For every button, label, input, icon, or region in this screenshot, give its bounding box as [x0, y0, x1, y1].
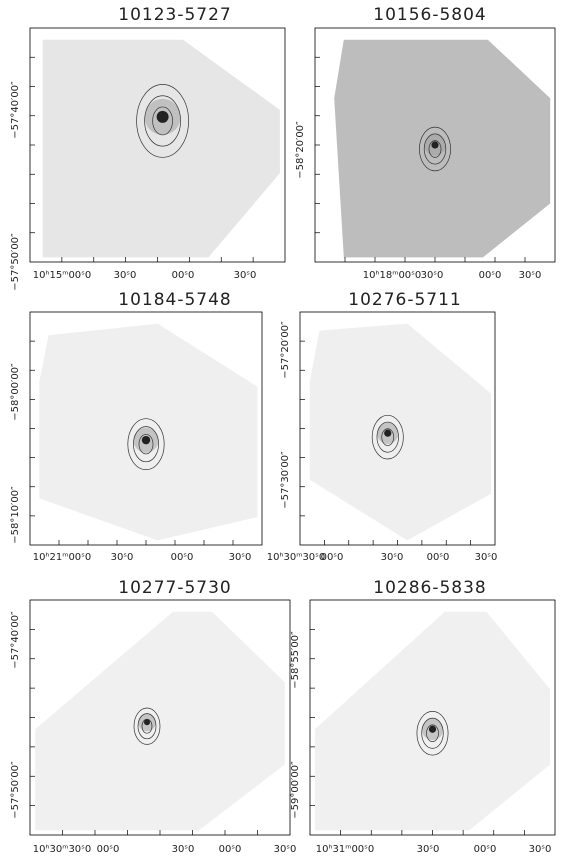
source-core	[431, 141, 439, 149]
contour	[428, 140, 442, 158]
panel: 10123-5727 −57°40′00″ −57°50′00″ 10ʰ15ᵐ00ˢ0…	[10, 5, 286, 291]
contour	[426, 724, 439, 742]
contour	[136, 84, 189, 158]
ra-label: 30ˢ0	[274, 844, 297, 855]
panel-title: 10184-5748	[118, 290, 231, 310]
contour	[423, 133, 447, 165]
ra-label: 30ˢ0	[234, 270, 257, 281]
panel: 10184-5748 −58°00′00″ −58°10′00″ 10ʰ21ᵐ00ˢ0…	[10, 290, 263, 563]
ra-label: 30ˢ0	[111, 552, 134, 563]
source-core	[428, 725, 437, 733]
dec-label: −58°10′00″	[10, 486, 21, 544]
sky-image	[35, 611, 285, 831]
ra-label: 00ˢ0	[479, 270, 502, 281]
ra-label: 10ʰ15ᵐ00ˢ0	[33, 270, 92, 281]
panel-title: 10123-5727	[118, 5, 231, 25]
ra-label: 30ˢ0	[475, 552, 498, 563]
dec-label: −57°40′00″	[10, 611, 21, 669]
panel-title: 10156-5804	[373, 5, 486, 25]
ra-label: 30ˢ0	[114, 270, 137, 281]
contour	[381, 428, 395, 446]
contour	[152, 106, 173, 136]
contour	[419, 126, 451, 172]
source-core	[144, 719, 150, 726]
contour	[127, 418, 165, 470]
ra-label: 30ˢ0	[421, 270, 444, 281]
ra-label: 30ˢ0	[529, 844, 552, 855]
ra-label: 30ˢ0	[172, 844, 195, 855]
contour	[416, 711, 449, 756]
dec-label: −57°50′00″	[10, 761, 21, 819]
ra-label: 10ʰ30ᵐ30ˢ0	[267, 552, 326, 563]
dec-label: −58°00′00″	[10, 363, 21, 421]
dec-label: −57°40′00″	[10, 81, 21, 139]
source-core	[141, 435, 151, 445]
sky-image	[42, 39, 280, 258]
contour	[144, 95, 181, 147]
source-core	[156, 110, 169, 123]
panel: 10286-5838 −58°55′00″ −59°00′00″ 10ʰ31ᵐ00ˢ0…	[290, 578, 556, 855]
contour	[371, 414, 404, 460]
dec-label: −59°00′00″	[290, 761, 301, 819]
panel: 10277-5730 −57°40′00″ −57°50′00″ 10ʰ30ᵐ30ˢ0…	[10, 578, 296, 855]
panel-title: 10276-5711	[348, 290, 461, 310]
contour	[141, 718, 153, 734]
ra-label: 00ˢ0	[97, 844, 120, 855]
dec-label: −57°30′00″	[280, 451, 291, 509]
contour	[376, 421, 399, 453]
ra-label: 10ʰ30ᵐ30ˢ0	[33, 844, 92, 855]
source-core	[384, 429, 392, 437]
ra-label: 30ˢ0	[519, 270, 542, 281]
ra-label: 00ˢ0	[219, 844, 242, 855]
ra-label: 00ˢ0	[171, 552, 194, 563]
ra-label: 30ˢ0	[381, 552, 404, 563]
panel: 10156-5804−58°20′00″10ʰ18ᵐ00ˢ0 30ˢ0 00ˢ0 30…	[295, 5, 556, 281]
dec-label: −57°50′00″	[10, 233, 21, 291]
ra-label: 00ˢ0	[427, 552, 450, 563]
contour	[137, 713, 157, 740]
ra-label: 10ʰ21ᵐ00ˢ0	[33, 552, 92, 563]
contour	[138, 434, 154, 455]
ra-label: 10ʰ31ᵐ00ˢ0	[316, 844, 375, 855]
ra-label: 00ˢ0	[172, 270, 195, 281]
panel: 10276-5711 −57°20′00″ −57°30′00″ 10ʰ30ᵐ30ˢ0…	[267, 290, 498, 563]
dec-label: −58°55′00″	[290, 631, 301, 689]
ra-label: 30ˢ0	[229, 552, 252, 563]
panel-title: 10277-5730	[118, 578, 231, 598]
dec-label: −57°20′00″	[280, 321, 291, 379]
dec-label: −58°20′00″	[295, 121, 306, 179]
panel-title: 10286-5838	[373, 578, 486, 598]
contour	[421, 717, 444, 749]
ra-label: 30ˢ0	[417, 844, 440, 855]
contour	[133, 707, 161, 745]
sky-image	[309, 323, 492, 541]
ra-label: 00ˢ0	[474, 844, 497, 855]
ra-label: 10ʰ18ᵐ00ˢ0	[363, 270, 422, 281]
contour	[133, 426, 159, 463]
ra-label: 00ˢ0	[321, 552, 344, 563]
